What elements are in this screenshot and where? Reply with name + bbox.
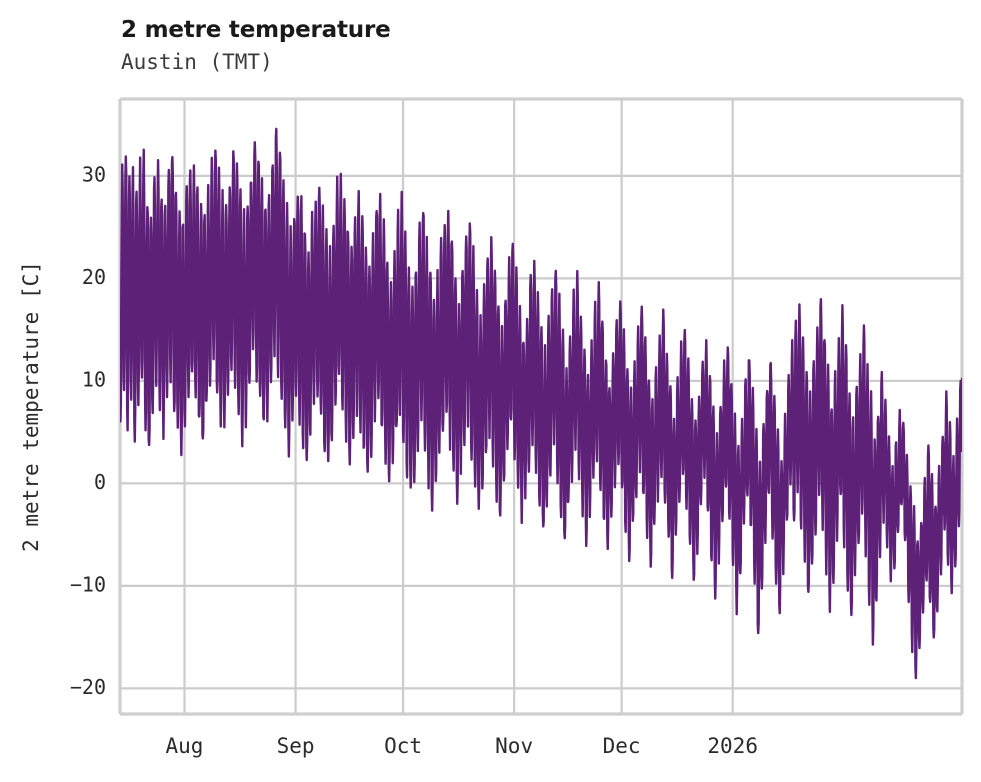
y-tick-label: 10 [82, 367, 106, 391]
y-axis-tick-labels: 30 20 10 0 −10 −20 [70, 162, 106, 699]
y-tick-label: 20 [82, 265, 106, 289]
x-tick-label: 2026 [707, 734, 758, 758]
chart-subtitle: Austin (TMT) [121, 50, 273, 74]
x-tick-label: Dec [603, 734, 641, 758]
y-axis-label-text: 2 metre temperature [C] [19, 261, 43, 552]
x-tick-label: Aug [166, 734, 204, 758]
y-tick-label: 30 [82, 162, 106, 186]
x-tick-label: Oct [384, 734, 422, 758]
x-tick-label: Sep [277, 734, 315, 758]
data-series-line [120, 127, 962, 680]
y-tick-label: −20 [70, 675, 106, 699]
chart-title: 2 metre temperature [121, 17, 391, 43]
x-axis-tick-labels: Aug Sep Oct Nov Dec 2026 [166, 734, 758, 758]
y-tick-label: 0 [94, 470, 106, 494]
x-tick-label: Nov [495, 734, 533, 758]
y-tick-label: −10 [70, 572, 106, 596]
y-axis-label: 2 metre temperature [C] [19, 261, 43, 552]
